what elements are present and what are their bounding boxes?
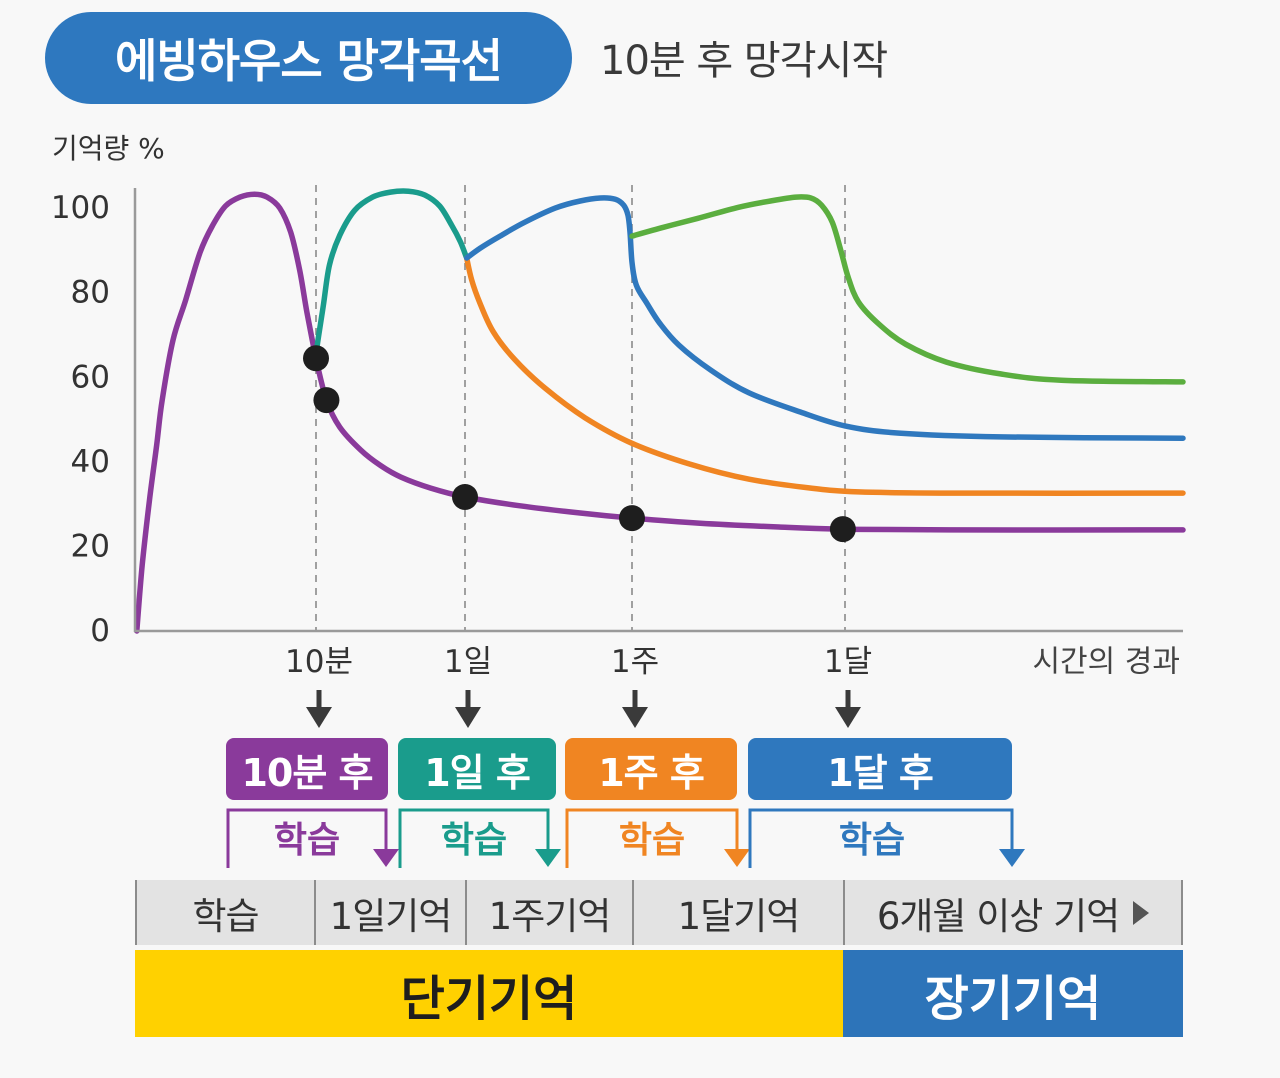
y-axis-label: 기억량 %: [52, 132, 165, 165]
study-label-1month: 학습: [838, 820, 906, 861]
bracket-arrowhead: [535, 849, 561, 867]
review-box-1month: 1달 후: [748, 738, 1012, 800]
study-bracket-1month: [748, 808, 1025, 868]
memory-stage-6month-label: 6개월 이상 기억: [876, 894, 1120, 938]
x-tick-label: 1일: [444, 644, 492, 680]
study-label-10min: 학습: [273, 820, 341, 861]
study-bracket-1week: [565, 808, 750, 868]
arrow-down-icon: [835, 690, 861, 728]
study-brackets: [226, 808, 1025, 868]
memory-stage-1month: 1달기억: [632, 880, 843, 945]
retention-point: [313, 387, 340, 414]
retention-curve-4: [463, 195, 1186, 441]
review-box-1day: 1일 후: [398, 738, 556, 800]
retention-points: [303, 345, 856, 543]
memory-stage-1week: 1주기억: [465, 880, 632, 945]
chart-title: 에빙하우스 망각곡선: [45, 12, 572, 104]
arrow-down-icon: [306, 690, 332, 728]
axis-ticks: 10분 1일 1주 1달 100 80 60 40 20 0: [51, 190, 872, 728]
study-label-1week: 학습: [618, 820, 686, 861]
bracket-arrowhead: [999, 849, 1025, 867]
memory-stage-study: 학습: [135, 880, 314, 945]
x-axis-label: 시간의 경과: [1032, 645, 1180, 680]
triangle-right-icon: [1133, 900, 1150, 925]
y-tick-label: 60: [71, 359, 110, 395]
retention-curve-2: [313, 188, 470, 362]
bracket-line: [226, 808, 388, 868]
arrow-down-icon: [622, 690, 648, 728]
retention-curve-1: [134, 191, 1186, 634]
review-box-1week: 1주 후: [565, 738, 737, 800]
y-tick-label: 20: [71, 528, 110, 564]
chart-subtitle: 10분 후 망각시작: [600, 38, 888, 84]
x-tick-label: 1주: [611, 644, 659, 680]
bracket-arrowhead: [724, 849, 750, 867]
x-tick-label: 1달: [824, 644, 872, 680]
memory-stage-bar: 학습 1일기억 1주기억 1달기억 6개월 이상 기억: [135, 880, 1183, 945]
arrow-down-icon: [455, 690, 481, 728]
memory-stage-6month: 6개월 이상 기억: [843, 880, 1183, 945]
short-term-memory-bar: 단기기억: [135, 950, 843, 1037]
retention-point: [619, 505, 645, 532]
y-tick-label: 80: [71, 275, 110, 311]
retention-point: [303, 345, 329, 372]
review-box-10min: 10분 후: [226, 738, 388, 800]
bracket-arrowhead: [373, 849, 399, 867]
y-tick-label: 100: [51, 190, 110, 226]
bracket-line: [748, 808, 1014, 868]
study-bracket-1day: [398, 808, 561, 868]
bracket-line: [565, 808, 739, 868]
retention-curve-3: [463, 255, 1186, 496]
x-tick-label: 10분: [285, 644, 353, 680]
bracket-line: [398, 808, 550, 868]
retention-curves: [134, 188, 1186, 634]
y-tick-label: 40: [71, 444, 110, 480]
retention-curve-5: [629, 194, 1186, 385]
memory-stage-1day: 1일기억: [314, 880, 465, 945]
y-tick-label: 0: [90, 613, 110, 649]
retention-point: [829, 516, 856, 543]
gridlines: [315, 185, 846, 631]
study-bracket-10min: [226, 808, 399, 868]
retention-point: [452, 483, 478, 510]
study-label-1day: 학습: [440, 820, 508, 861]
long-term-memory-bar: 장기기억: [843, 950, 1183, 1037]
